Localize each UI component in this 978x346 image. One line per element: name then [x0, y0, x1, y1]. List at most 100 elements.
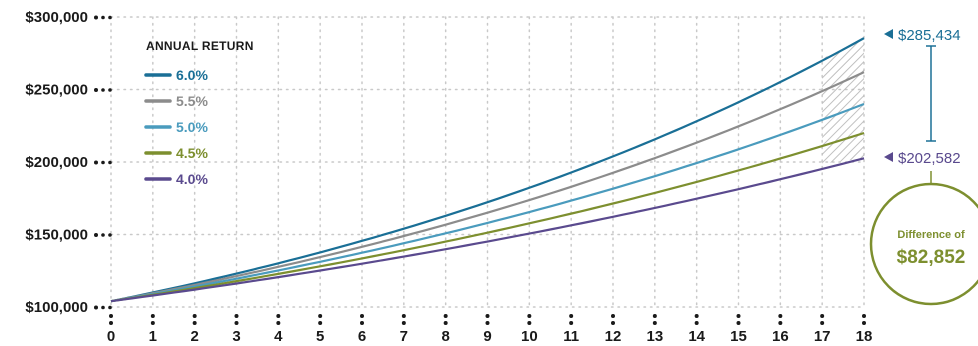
y-tick-dot — [108, 15, 112, 20]
legend-label: 5.0% — [176, 119, 208, 135]
hatch-region — [822, 38, 864, 164]
legend-label: 4.5% — [176, 145, 208, 161]
y-tick-label: $150,000 — [25, 227, 88, 244]
difference-circle — [869, 182, 978, 306]
x-tick-dot — [569, 314, 574, 318]
x-tick-label: 1 — [149, 328, 157, 345]
y-tick-dot — [108, 233, 112, 237]
y-tick-dot — [94, 233, 98, 237]
x-tick-dot — [652, 314, 657, 318]
series-line-4-0pct — [110, 157, 865, 303]
y-tick-dot — [101, 88, 105, 92]
x-tick-label: 6 — [358, 328, 366, 345]
x-tick-dot — [443, 314, 448, 318]
x-tick-dot — [527, 314, 532, 318]
x-tick-label: 3 — [232, 328, 240, 345]
top-value-marker-icon — [884, 29, 893, 39]
x-tick-dot — [276, 314, 281, 318]
x-tick-dot — [109, 314, 113, 318]
y-tick-dot — [108, 160, 112, 165]
x-tick-dot — [360, 314, 364, 318]
series-line-5-0pct — [110, 102, 865, 303]
x-tick-dot — [234, 314, 239, 318]
grid-lines — [110, 16, 865, 308]
legend-label: 5.5% — [176, 93, 208, 109]
top-value-label: $285,434 — [898, 27, 961, 44]
series-line-5-5pct — [110, 71, 865, 303]
y-tick-dot — [101, 15, 105, 20]
x-tick-dot — [862, 321, 866, 325]
bottom-value-marker-icon — [884, 152, 893, 162]
x-tick-dot — [276, 321, 281, 325]
x-tick-label: 11 — [563, 328, 579, 345]
x-tick-dot — [611, 321, 615, 325]
value-callouts: $285,434 $202,582 Difference of $82,852 — [869, 27, 978, 306]
series-line-6-0pct — [110, 37, 865, 303]
y-tick-dot — [101, 160, 105, 165]
y-tick-dot — [94, 15, 98, 20]
x-tick-label: 0 — [107, 328, 115, 345]
x-tick-dot — [443, 321, 448, 325]
x-tick-dot — [401, 314, 406, 318]
y-tick-dot — [108, 305, 112, 310]
legend-label: 4.0% — [176, 171, 208, 187]
bottom-value-label: $202,582 — [898, 150, 961, 167]
x-tick-dot — [736, 314, 741, 318]
x-tick-dot — [736, 321, 741, 325]
x-tick-dot — [234, 321, 239, 325]
y-tick-dot — [101, 233, 105, 237]
x-tick-label: 14 — [688, 328, 705, 345]
x-tick-label: 10 — [521, 328, 538, 345]
legend: ANNUAL RETURN 6.0% 5.5% 5.0% 4.5% 4.0% — [144, 39, 254, 187]
x-tick-label: 13 — [646, 328, 663, 345]
x-tick-label: 18 — [856, 328, 873, 345]
y-tick-dot — [108, 88, 112, 92]
y-tick-label: $200,000 — [25, 154, 88, 171]
x-tick-label: 8 — [441, 328, 449, 345]
x-tick-dot — [150, 314, 155, 318]
x-tick-label: 5 — [316, 328, 324, 345]
x-tick-dot — [401, 321, 406, 325]
x-tick-dot — [778, 321, 783, 325]
series-line-4-5pct — [110, 131, 865, 303]
difference-hatch-band — [822, 38, 864, 164]
x-tick-dot — [150, 321, 155, 325]
y-tick-dot — [94, 305, 98, 310]
x-tick-label: 7 — [400, 328, 408, 345]
x-tick-dot — [694, 321, 699, 325]
x-tick-dot — [485, 314, 490, 318]
x-tick-dot — [820, 321, 825, 325]
x-tick-dot — [485, 321, 490, 325]
x-tick-label: 9 — [483, 328, 491, 345]
x-axis: 0 1 2 3 4 5 6 7 8 9 10 11 12 13 14 15 16 17 18 — [107, 314, 873, 345]
x-tick-dot — [569, 321, 574, 325]
x-tick-dot — [192, 321, 197, 325]
y-tick-dot — [94, 88, 98, 92]
x-tick-dot — [820, 314, 825, 318]
x-tick-dot — [611, 314, 615, 318]
y-tick-label: $300,000 — [25, 9, 88, 26]
y-axis: $100,000 $150,000 $200,000 $250,000 $300,000 — [25, 9, 112, 316]
legend-label: 6.0% — [176, 67, 208, 83]
x-tick-dot — [694, 314, 699, 318]
x-tick-dot — [318, 314, 323, 318]
x-tick-label: 17 — [814, 328, 831, 345]
y-tick-label: $100,000 — [25, 299, 88, 316]
x-tick-dot — [527, 321, 532, 325]
x-tick-label: 2 — [190, 328, 198, 345]
x-tick-label: 12 — [605, 328, 622, 345]
x-tick-label: 15 — [730, 328, 747, 345]
x-tick-dot — [862, 314, 866, 318]
x-tick-label: 16 — [772, 328, 789, 345]
legend-title: ANNUAL RETURN — [146, 39, 254, 53]
y-tick-dot — [94, 160, 98, 165]
x-tick-dot — [360, 321, 364, 325]
y-tick-dot — [101, 305, 105, 310]
difference-value: $82,852 — [897, 247, 966, 268]
x-tick-label: 4 — [274, 328, 283, 345]
x-tick-dot — [192, 314, 197, 318]
x-tick-dot — [318, 321, 323, 325]
x-tick-dot — [778, 314, 783, 318]
x-tick-dot — [109, 321, 113, 325]
